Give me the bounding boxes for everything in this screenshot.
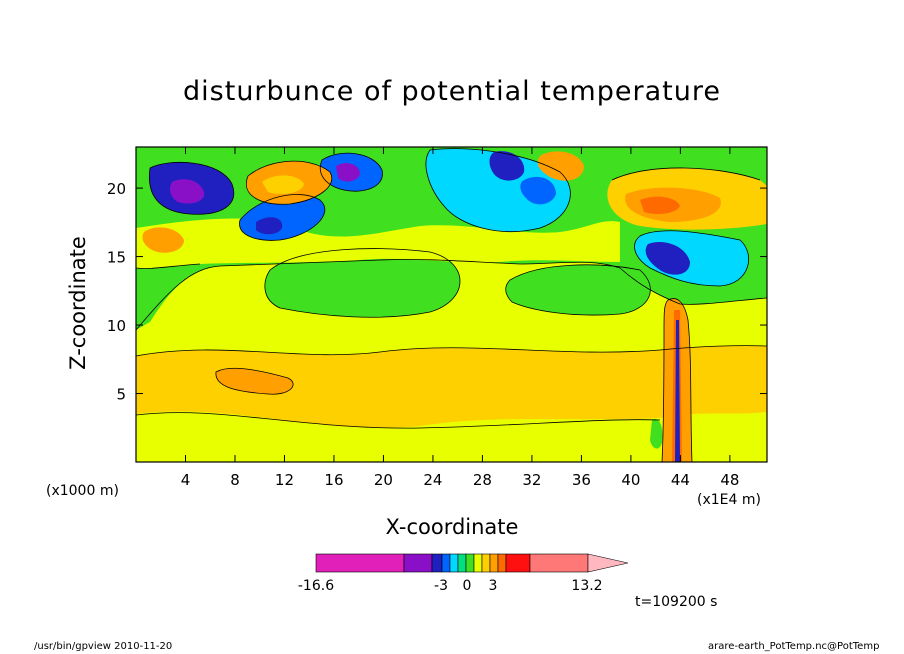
band-orange-mid bbox=[136, 345, 767, 428]
x-tick-label: 28 bbox=[473, 471, 492, 489]
x-unit-left: (x1000 m) bbox=[46, 483, 119, 499]
plot-frame bbox=[135, 146, 768, 463]
colorbar-bin bbox=[529, 553, 589, 573]
footer-left: /usr/bin/gpview 2010-11-20 bbox=[34, 641, 173, 652]
colorbar-bin bbox=[449, 553, 459, 573]
time-label: t=109200 s bbox=[635, 594, 718, 610]
x-tick-label: 32 bbox=[522, 471, 541, 489]
x-tick-label: 24 bbox=[423, 471, 442, 489]
colorbar-bin bbox=[481, 553, 491, 573]
band-lower-yellow bbox=[136, 412, 660, 462]
colorbar: -16.6 -3 0 3 13.2 bbox=[298, 553, 629, 594]
colorbar-bin bbox=[505, 553, 531, 573]
y-axis-ticks: 5 10 15 20 bbox=[107, 180, 767, 404]
y-tick-label: 10 bbox=[107, 317, 126, 335]
y-tick-label: 20 bbox=[107, 180, 126, 198]
cold-blob-4 bbox=[425, 148, 571, 232]
warm-core bbox=[215, 368, 294, 395]
x-tick-label: 44 bbox=[671, 471, 690, 489]
x-tick-label: 36 bbox=[572, 471, 591, 489]
chart-title: disturbunce of potential temperature bbox=[183, 76, 721, 107]
contour-field bbox=[136, 147, 767, 462]
x-tick-label: 12 bbox=[275, 471, 294, 489]
x-tick-label: 16 bbox=[324, 471, 343, 489]
colorbar-label: -3 bbox=[434, 578, 448, 594]
island-green-left bbox=[264, 248, 460, 318]
x-tick-label: 48 bbox=[720, 471, 739, 489]
colorbar-bin bbox=[473, 553, 483, 573]
colorbar-label: 3 bbox=[489, 578, 498, 594]
y-axis-label: Z-coordinate bbox=[66, 236, 90, 370]
colorbar-bin bbox=[465, 553, 475, 573]
x-unit-right: (x1E4 m) bbox=[697, 492, 761, 508]
x-tick-label: 40 bbox=[621, 471, 640, 489]
y-tick-label: 5 bbox=[116, 386, 126, 404]
colorbar-bin bbox=[431, 553, 443, 573]
colorbar-bin bbox=[441, 553, 451, 573]
colorbar-bin bbox=[489, 553, 499, 573]
colorbar-bin bbox=[497, 553, 507, 573]
colorbar-extend-triangle bbox=[587, 553, 629, 573]
colorbar-label: -16.6 bbox=[298, 578, 334, 594]
x-tick-label: 4 bbox=[181, 471, 191, 489]
x-axis-ticks: 4 8 12 16 20 24 28 32 36 40 44 48 bbox=[181, 147, 739, 489]
colorbar-bin bbox=[457, 553, 467, 573]
colorbar-bin bbox=[403, 553, 433, 573]
x-axis-label: X-coordinate bbox=[385, 515, 519, 539]
colorbar-label: 13.2 bbox=[571, 578, 602, 594]
x-tick-label: 20 bbox=[374, 471, 393, 489]
footer-right: arare-earth_PotTemp.nc@PotTemp bbox=[708, 641, 880, 652]
x-tick-label: 8 bbox=[230, 471, 240, 489]
colorbar-label: 0 bbox=[463, 578, 472, 594]
warm-blob-2 bbox=[142, 227, 184, 253]
colorbar-bin bbox=[315, 553, 405, 573]
y-tick-label: 15 bbox=[107, 249, 126, 267]
island-green-right bbox=[505, 264, 651, 316]
